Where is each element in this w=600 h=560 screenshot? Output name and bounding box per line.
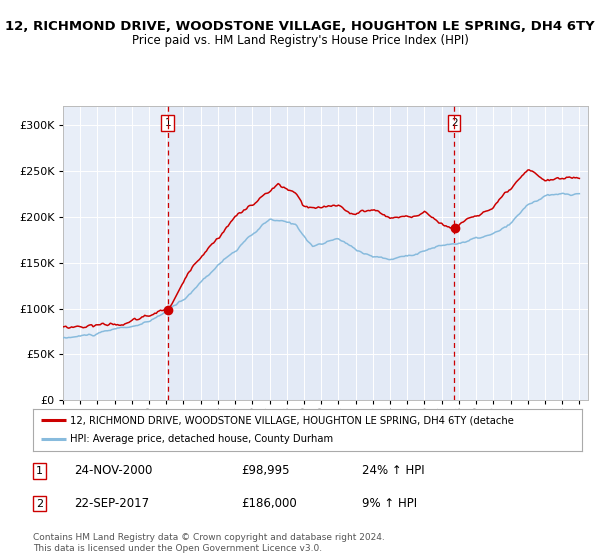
Text: £98,995: £98,995 bbox=[242, 464, 290, 478]
Text: 1: 1 bbox=[36, 466, 43, 476]
Text: 24-NOV-2000: 24-NOV-2000 bbox=[74, 464, 152, 478]
Text: 24% ↑ HPI: 24% ↑ HPI bbox=[362, 464, 425, 478]
Text: £186,000: £186,000 bbox=[242, 497, 298, 510]
Text: Contains HM Land Registry data © Crown copyright and database right 2024.
This d: Contains HM Land Registry data © Crown c… bbox=[33, 533, 385, 553]
Text: 1: 1 bbox=[164, 118, 171, 128]
Text: 2: 2 bbox=[36, 499, 43, 508]
Text: 12, RICHMOND DRIVE, WOODSTONE VILLAGE, HOUGHTON LE SPRING, DH4 6TY (detache: 12, RICHMOND DRIVE, WOODSTONE VILLAGE, H… bbox=[70, 415, 514, 425]
Text: 9% ↑ HPI: 9% ↑ HPI bbox=[362, 497, 418, 510]
Text: 22-SEP-2017: 22-SEP-2017 bbox=[74, 497, 149, 510]
Bar bbox=[167, 106, 454, 400]
Text: 12, RICHMOND DRIVE, WOODSTONE VILLAGE, HOUGHTON LE SPRING, DH4 6TY: 12, RICHMOND DRIVE, WOODSTONE VILLAGE, H… bbox=[5, 20, 595, 32]
Text: HPI: Average price, detached house, County Durham: HPI: Average price, detached house, Coun… bbox=[70, 434, 334, 444]
Text: 2: 2 bbox=[451, 118, 457, 128]
Text: Price paid vs. HM Land Registry's House Price Index (HPI): Price paid vs. HM Land Registry's House … bbox=[131, 34, 469, 46]
